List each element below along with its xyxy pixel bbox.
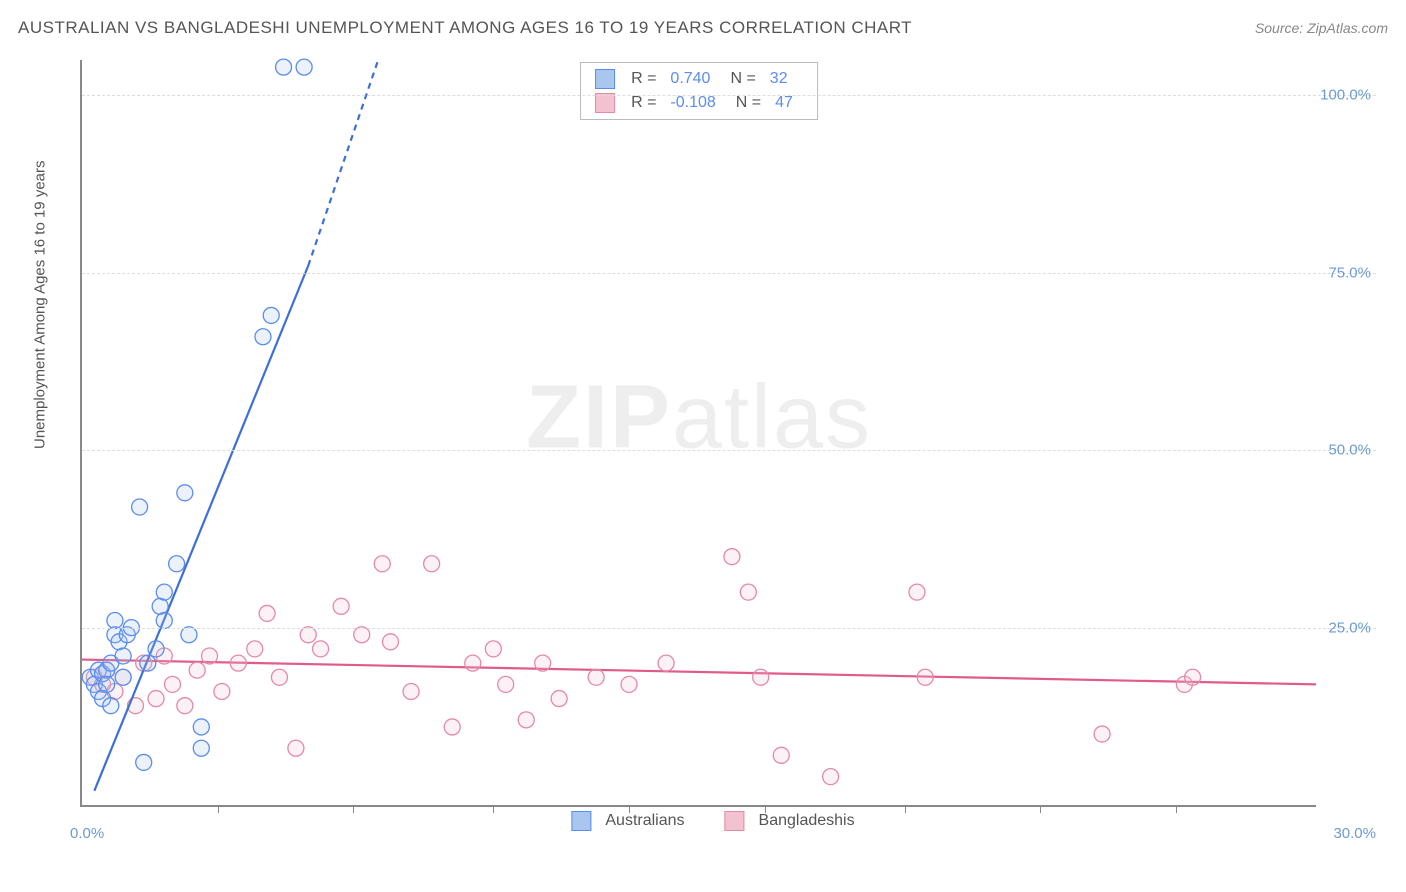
data-point <box>1185 669 1201 685</box>
data-point <box>255 329 271 345</box>
data-point <box>288 740 304 756</box>
data-point <box>214 683 230 699</box>
data-point <box>333 598 349 614</box>
data-point <box>148 641 164 657</box>
data-point <box>115 648 131 664</box>
plot-svg <box>82 60 1316 805</box>
chart-area: Unemployment Among Ages 16 to 19 years Z… <box>50 60 1376 837</box>
x-origin-label: 0.0% <box>70 825 104 842</box>
data-point <box>136 754 152 770</box>
legend-label-bangladeshis: Bangladeshis <box>759 812 855 830</box>
data-point <box>498 676 514 692</box>
data-point <box>156 584 172 600</box>
data-point <box>621 676 637 692</box>
data-point <box>202 648 218 664</box>
data-point <box>177 485 193 501</box>
data-point <box>773 747 789 763</box>
y-tick-label: 25.0% <box>1328 619 1371 636</box>
y-tick-label: 50.0% <box>1328 442 1371 459</box>
data-point <box>724 549 740 565</box>
data-point <box>271 669 287 685</box>
data-point <box>132 499 148 515</box>
data-point <box>189 662 205 678</box>
data-point <box>259 605 275 621</box>
data-point <box>823 769 839 785</box>
x-max-label: 30.0% <box>1333 825 1376 842</box>
data-point <box>107 613 123 629</box>
data-point <box>164 676 180 692</box>
data-point <box>444 719 460 735</box>
data-point <box>740 584 756 600</box>
y-axis-label: Unemployment Among Ages 16 to 19 years <box>32 160 49 449</box>
legend-label-australians: Australians <box>605 812 684 830</box>
data-point <box>551 691 567 707</box>
data-point <box>753 669 769 685</box>
trend-line-dashed <box>308 60 378 266</box>
legend-swatch-australians <box>571 811 591 831</box>
data-point <box>403 683 419 699</box>
data-point <box>518 712 534 728</box>
data-point <box>424 556 440 572</box>
chart-title: AUSTRALIAN VS BANGLADESHI UNEMPLOYMENT A… <box>18 18 912 38</box>
data-point <box>535 655 551 671</box>
data-point <box>152 598 168 614</box>
data-point <box>156 613 172 629</box>
trend-line <box>82 660 1316 685</box>
data-point <box>276 59 292 75</box>
data-point <box>115 669 131 685</box>
data-point <box>263 307 279 323</box>
trend-line <box>94 266 308 791</box>
bottom-legend: Australians Bangladeshis <box>571 811 854 831</box>
data-point <box>296 59 312 75</box>
source-label: Source: ZipAtlas.com <box>1255 20 1388 36</box>
data-point <box>465 655 481 671</box>
data-point <box>383 634 399 650</box>
data-point <box>300 627 316 643</box>
data-point <box>485 641 501 657</box>
data-point <box>177 698 193 714</box>
data-point <box>169 556 185 572</box>
data-point <box>374 556 390 572</box>
data-point <box>1094 726 1110 742</box>
data-point <box>230 655 246 671</box>
data-point <box>140 655 156 671</box>
data-point <box>313 641 329 657</box>
plot-region: ZIPatlas R =0.740 N =32 R =-0.108 N =47 … <box>80 60 1316 807</box>
legend-bangladeshis: Bangladeshis <box>725 811 855 831</box>
data-point <box>148 691 164 707</box>
data-point <box>588 669 604 685</box>
data-point <box>181 627 197 643</box>
data-point <box>193 740 209 756</box>
legend-swatch-bangladeshis <box>725 811 745 831</box>
data-point <box>917 669 933 685</box>
data-point <box>658 655 674 671</box>
data-point <box>99 676 115 692</box>
legend-australians: Australians <box>571 811 684 831</box>
data-point <box>247 641 263 657</box>
data-point <box>193 719 209 735</box>
y-tick-label: 75.0% <box>1328 264 1371 281</box>
data-point <box>909 584 925 600</box>
y-tick-label: 100.0% <box>1320 87 1371 104</box>
data-point <box>354 627 370 643</box>
data-point <box>103 698 119 714</box>
